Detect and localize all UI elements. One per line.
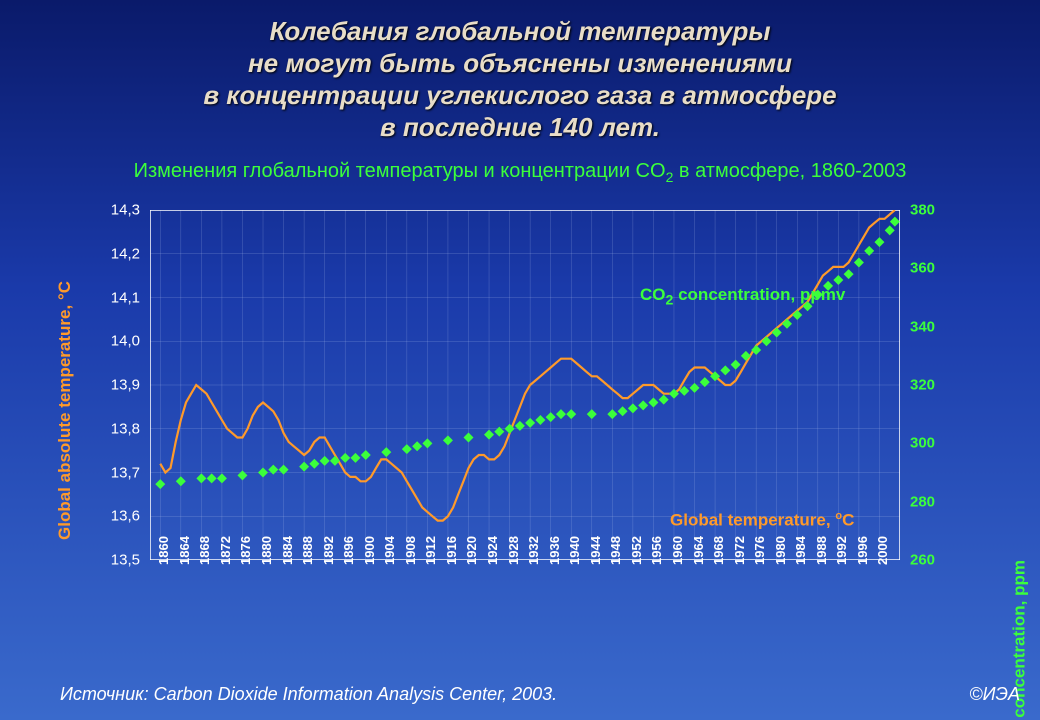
x-tick-label: 1904	[382, 536, 397, 565]
x-ticks: 1860186418681872187618801884188818921896…	[150, 565, 900, 625]
x-tick-label: 1872	[218, 536, 233, 565]
temp-series-label: Global temperature, oC	[670, 510, 854, 531]
y1-tick-label: 14,0	[111, 333, 140, 350]
x-tick-label: 1956	[649, 536, 664, 565]
y2-tick-label: 260	[910, 552, 935, 569]
x-tick-label: 1924	[485, 536, 500, 565]
title-line-2: не могут быть объяснены изменениями	[0, 47, 1040, 79]
y2-tick-label: 360	[910, 260, 935, 277]
x-tick-label: 1920	[464, 536, 479, 565]
x-tick-label: 1944	[588, 536, 603, 565]
y1-tick-label: 14,1	[111, 289, 140, 306]
subtitle: Изменения глобальной температуры и конце…	[0, 160, 1040, 185]
copyright: ©ИЭА	[969, 684, 1020, 705]
x-tick-label: 1980	[773, 536, 788, 565]
x-tick-label: 1964	[691, 536, 706, 565]
x-tick-label: 1896	[341, 536, 356, 565]
x-tick-label: 1908	[403, 536, 418, 565]
x-tick-label: 1864	[177, 536, 192, 565]
x-tick-label: 1928	[506, 536, 521, 565]
x-tick-label: 1884	[280, 536, 295, 565]
y1-tick-label: 14,2	[111, 245, 140, 262]
y2-tick-label: 340	[910, 318, 935, 335]
x-tick-label: 1900	[362, 536, 377, 565]
y2-tick-label: 320	[910, 377, 935, 394]
title-line-1: Колебания глобальной температуры	[0, 15, 1040, 47]
x-tick-label: 1916	[444, 536, 459, 565]
y1-tick-label: 13,7	[111, 464, 140, 481]
x-tick-label: 1992	[834, 536, 849, 565]
y2-ticks: 260280300320340360380	[905, 210, 960, 560]
source-footer: Источник: Carbon Dioxide Information Ana…	[60, 684, 557, 705]
x-tick-label: 1860	[156, 536, 171, 565]
y1-tick-label: 13,6	[111, 508, 140, 525]
x-tick-label: 2000	[875, 536, 890, 565]
x-tick-label: 1940	[567, 536, 582, 565]
y1-tick-label: 13,8	[111, 420, 140, 437]
x-tick-label: 1960	[670, 536, 685, 565]
x-tick-label: 1968	[711, 536, 726, 565]
title-block: Колебания глобальной температуры не могу…	[0, 15, 1040, 143]
x-tick-label: 1996	[855, 536, 870, 565]
x-tick-label: 1876	[238, 536, 253, 565]
plot-area: CO2 concentration, ppmv Global temperatu…	[150, 210, 900, 560]
co2-series-label: CO2 concentration, ppmv	[640, 285, 845, 308]
y1-tick-label: 13,5	[111, 552, 140, 569]
title-line-4: в последние 140 лет.	[0, 111, 1040, 143]
y2-tick-label: 280	[910, 493, 935, 510]
chart: 13,5 13,6 13,7 13,8 13,9 14,0 14,1 14,2 14,3 260…	[90, 200, 960, 630]
x-tick-label: 1976	[752, 536, 767, 565]
y2-tick-label: 300	[910, 435, 935, 452]
x-tick-label: 1952	[629, 536, 644, 565]
x-tick-label: 1888	[300, 536, 315, 565]
x-tick-label: 1936	[547, 536, 562, 565]
x-tick-label: 1988	[814, 536, 829, 565]
subtitle-prefix: Изменения глобальной температуры и конце…	[134, 160, 666, 182]
x-tick-label: 1984	[793, 536, 808, 565]
x-tick-label: 1868	[197, 536, 212, 565]
x-tick-label: 1948	[608, 536, 623, 565]
x-tick-label: 1972	[732, 536, 747, 565]
x-tick-label: 1880	[259, 536, 274, 565]
x-tick-label: 1932	[526, 536, 541, 565]
subtitle-suffix: в атмосфере, 1860-2003	[673, 160, 906, 182]
chart-svg	[150, 210, 900, 560]
x-tick-label: 1892	[321, 536, 336, 565]
title-line-3: в концентрации углекислого газа в атмосф…	[0, 79, 1040, 111]
x-tick-label: 1912	[423, 536, 438, 565]
y1-ticks: 13,513,613,713,813,914,014,114,214,3	[90, 210, 145, 560]
y1-tick-label: 13,9	[111, 377, 140, 394]
y1-tick-label: 14,3	[111, 202, 140, 219]
y2-tick-label: 380	[910, 202, 935, 219]
y1-axis-label: Global absolute temperature, °C	[55, 281, 75, 540]
